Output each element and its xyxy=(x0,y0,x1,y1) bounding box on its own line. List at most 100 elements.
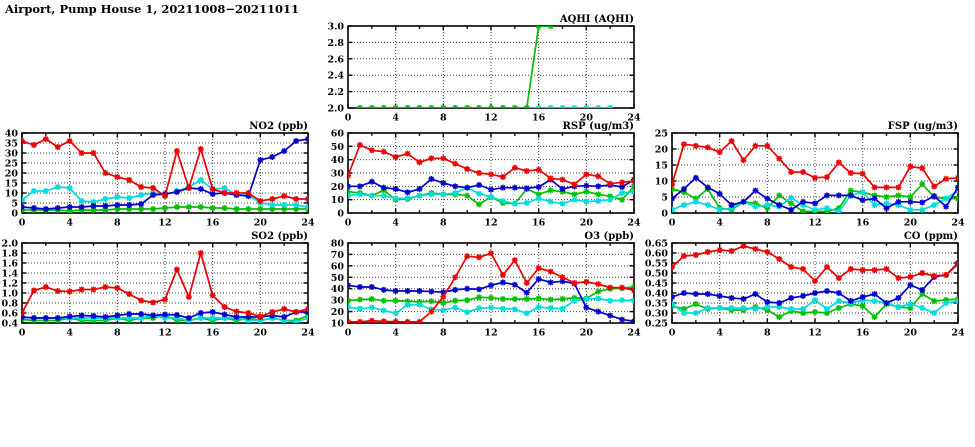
no2-x-tick-label: 4 xyxy=(66,218,73,229)
so2-y-tick-label: 1.6 xyxy=(1,259,18,270)
rsp-series-red xyxy=(348,142,634,188)
co-x-tick-label: 24 xyxy=(951,328,965,339)
rsp-x-tick-label: 4 xyxy=(392,218,399,229)
o3-title: O3 (ppb) xyxy=(584,231,634,242)
aqhi-x-tick-label: 20 xyxy=(580,113,594,124)
chart-rsp: 0 10 20 30 40 50 60 0 4 8 12 16 20 24 RSP (ug/m3) xyxy=(331,121,641,229)
o3-y-tick-label: 10 xyxy=(331,319,345,330)
o3-x-tick-label: 12 xyxy=(484,328,497,339)
aqhi-green-markers xyxy=(356,26,554,108)
rsp-y-tick-label: 0 xyxy=(337,209,344,220)
no2-title: NO2 (ppb) xyxy=(249,121,308,132)
o3-series-red xyxy=(348,250,634,323)
fsp-x-tick-label: 12 xyxy=(808,218,821,229)
o3-x-tick-label: 4 xyxy=(392,328,399,339)
aqhi-x-tick-label: 4 xyxy=(392,113,399,124)
no2-y-tick-label: 30 xyxy=(5,149,19,160)
chart-co: 0.250.300.350.400.450.500.550.600.65 0 4 8 1… xyxy=(645,231,965,339)
no2-x-tick-label: 16 xyxy=(206,218,220,229)
co-y-tick-label: 0.45 xyxy=(645,279,668,290)
o3-y-tick-label: 20 xyxy=(331,307,345,318)
rsp-y-tick-label: 60 xyxy=(331,129,345,140)
no2-y-tick-label: 35 xyxy=(5,139,18,150)
no2-y-tick-label: 5 xyxy=(11,199,18,210)
no2-y-tick-label: 15 xyxy=(5,179,18,190)
fsp-y-tick-label: 20 xyxy=(655,145,669,156)
fsp-y-tick-label: 25 xyxy=(655,129,668,140)
o3-y-tick-label: 70 xyxy=(331,250,345,261)
fsp-y-tick-label: 15 xyxy=(655,161,668,172)
rsp-series-cyan xyxy=(348,184,634,207)
aqhi-x-tick-label: 12 xyxy=(484,113,497,124)
co-x-tick-label: 16 xyxy=(856,328,870,339)
so2-y-tick-label: 1.0 xyxy=(1,289,18,300)
co-y-tick-label: 0.55 xyxy=(645,259,668,270)
aqhi-y-tick-label: 3.0 xyxy=(327,22,344,33)
so2-x-tick-label: 0 xyxy=(19,328,26,339)
fsp-cyan-markers xyxy=(672,187,958,213)
rsp-x-tick-label: 20 xyxy=(580,218,594,229)
fsp-series-cyan xyxy=(672,187,958,213)
fsp-red-markers xyxy=(672,138,958,191)
rsp-x-tick-label: 24 xyxy=(627,218,641,229)
co-red-markers xyxy=(672,243,958,284)
co-x-tick-label: 12 xyxy=(808,328,821,339)
so2-x-tick-label: 16 xyxy=(206,328,220,339)
co-y-tick-label: 0.40 xyxy=(645,289,669,300)
fsp-y-tick-label: 0 xyxy=(661,209,668,220)
page-title: Airport, Pump House 1, 20211008−20211011 xyxy=(5,2,300,16)
aqhi-title: AQHI (AQHI) xyxy=(559,14,634,25)
no2-y-tick-label: 0 xyxy=(11,209,18,220)
rsp-x-tick-label: 0 xyxy=(345,218,352,229)
so2-y-tick-label: 1.2 xyxy=(1,279,18,290)
so2-x-tick-label: 12 xyxy=(158,328,171,339)
co-series-blue xyxy=(672,260,958,306)
fsp-x-tick-label: 20 xyxy=(904,218,918,229)
o3-x-tick-label: 0 xyxy=(345,328,352,339)
o3-x-tick-label: 16 xyxy=(532,328,546,339)
no2-y-tick-label: 25 xyxy=(5,159,18,170)
so2-y-tick-label: 0.6 xyxy=(1,309,18,320)
o3-cyan-markers xyxy=(348,295,634,317)
o3-y-tick-label: 30 xyxy=(331,296,345,307)
rsp-y-tick-label: 10 xyxy=(331,195,345,206)
so2-title: SO2 (ppb) xyxy=(251,231,308,242)
no2-x-tick-label: 0 xyxy=(19,218,26,229)
so2-series-red xyxy=(22,249,308,320)
co-title: CO (ppm) xyxy=(904,231,958,242)
rsp-x-tick-label: 8 xyxy=(440,218,447,229)
so2-y-tick-label: 0.4 xyxy=(1,319,18,330)
rsp-y-tick-label: 30 xyxy=(331,169,345,180)
no2-x-tick-label: 12 xyxy=(158,218,171,229)
o3-x-tick-label: 24 xyxy=(627,328,641,339)
o3-y-tick-label: 60 xyxy=(331,261,345,272)
fsp-x-tick-label: 0 xyxy=(669,218,676,229)
co-x-tick-label: 4 xyxy=(716,328,723,339)
aqhi-y-tick-label: 2.6 xyxy=(327,54,344,65)
so2-x-tick-label: 4 xyxy=(66,328,73,339)
no2-y-tick-label: 10 xyxy=(5,189,19,200)
aqhi-series-green xyxy=(356,26,554,108)
so2-x-tick-label: 8 xyxy=(114,328,121,339)
no2-series-red xyxy=(22,136,308,204)
so2-y-tick-label: 2.0 xyxy=(1,239,18,250)
fsp-x-tick-label: 8 xyxy=(764,218,771,229)
no2-y-tick-label: 40 xyxy=(5,129,19,140)
aqhi-x-tick-label: 24 xyxy=(627,113,641,124)
fsp-blue-markers xyxy=(672,174,958,213)
rsp-red-markers xyxy=(348,142,634,188)
so2-red-markers xyxy=(22,250,308,320)
fsp-series-red xyxy=(672,138,958,191)
fsp-x-tick-label: 24 xyxy=(951,218,965,229)
co-y-tick-label: 0.60 xyxy=(645,249,669,260)
co-y-tick-label: 0.50 xyxy=(645,269,669,280)
no2-x-tick-label: 24 xyxy=(301,218,315,229)
fsp-x-tick-label: 16 xyxy=(856,218,870,229)
fsp-y-tick-label: 5 xyxy=(661,193,668,204)
o3-series-cyan xyxy=(348,295,634,317)
aqhi-x-tick-label: 16 xyxy=(532,113,546,124)
